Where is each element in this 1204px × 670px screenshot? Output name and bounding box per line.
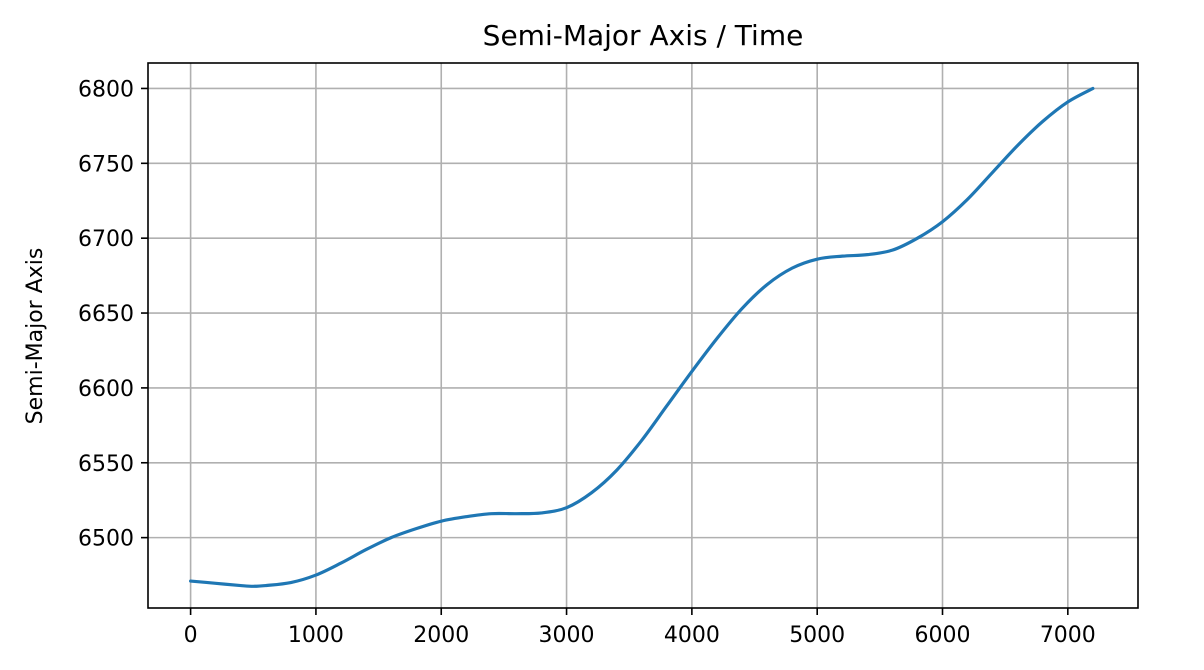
x-tick-label: 3000 [539, 623, 595, 648]
y-axis-title: Semi-Major Axis [23, 248, 48, 425]
x-tick-label: 2000 [413, 623, 469, 648]
x-tick-label: 1000 [288, 623, 344, 648]
chart-title: Semi-Major Axis / Time [483, 19, 804, 52]
x-tick-label: 5000 [789, 623, 845, 648]
y-tick-label: 6600 [78, 377, 134, 402]
axis-ticks: 0 1000 2000 3000 4000 5000 6000 7000 6500 6550 660… [78, 77, 1096, 648]
series-layer [189, 86, 1095, 588]
series-line-0 [189, 86, 1095, 588]
y-tick-label: 6650 [78, 302, 134, 327]
y-tick-label: 6750 [78, 152, 134, 177]
x-tick-label: 7000 [1040, 623, 1096, 648]
y-tick-label: 6700 [78, 227, 134, 252]
y-tick-label: 6800 [78, 77, 134, 102]
y-tick-label: 6500 [78, 527, 134, 552]
y-tick-label: 6550 [78, 452, 134, 477]
x-tick-label: 4000 [664, 623, 720, 648]
x-tick-label: 6000 [915, 623, 971, 648]
plot-frame [147, 62, 1139, 609]
x-tick-label: 0 [184, 623, 198, 648]
grid-lines [148, 63, 1138, 608]
